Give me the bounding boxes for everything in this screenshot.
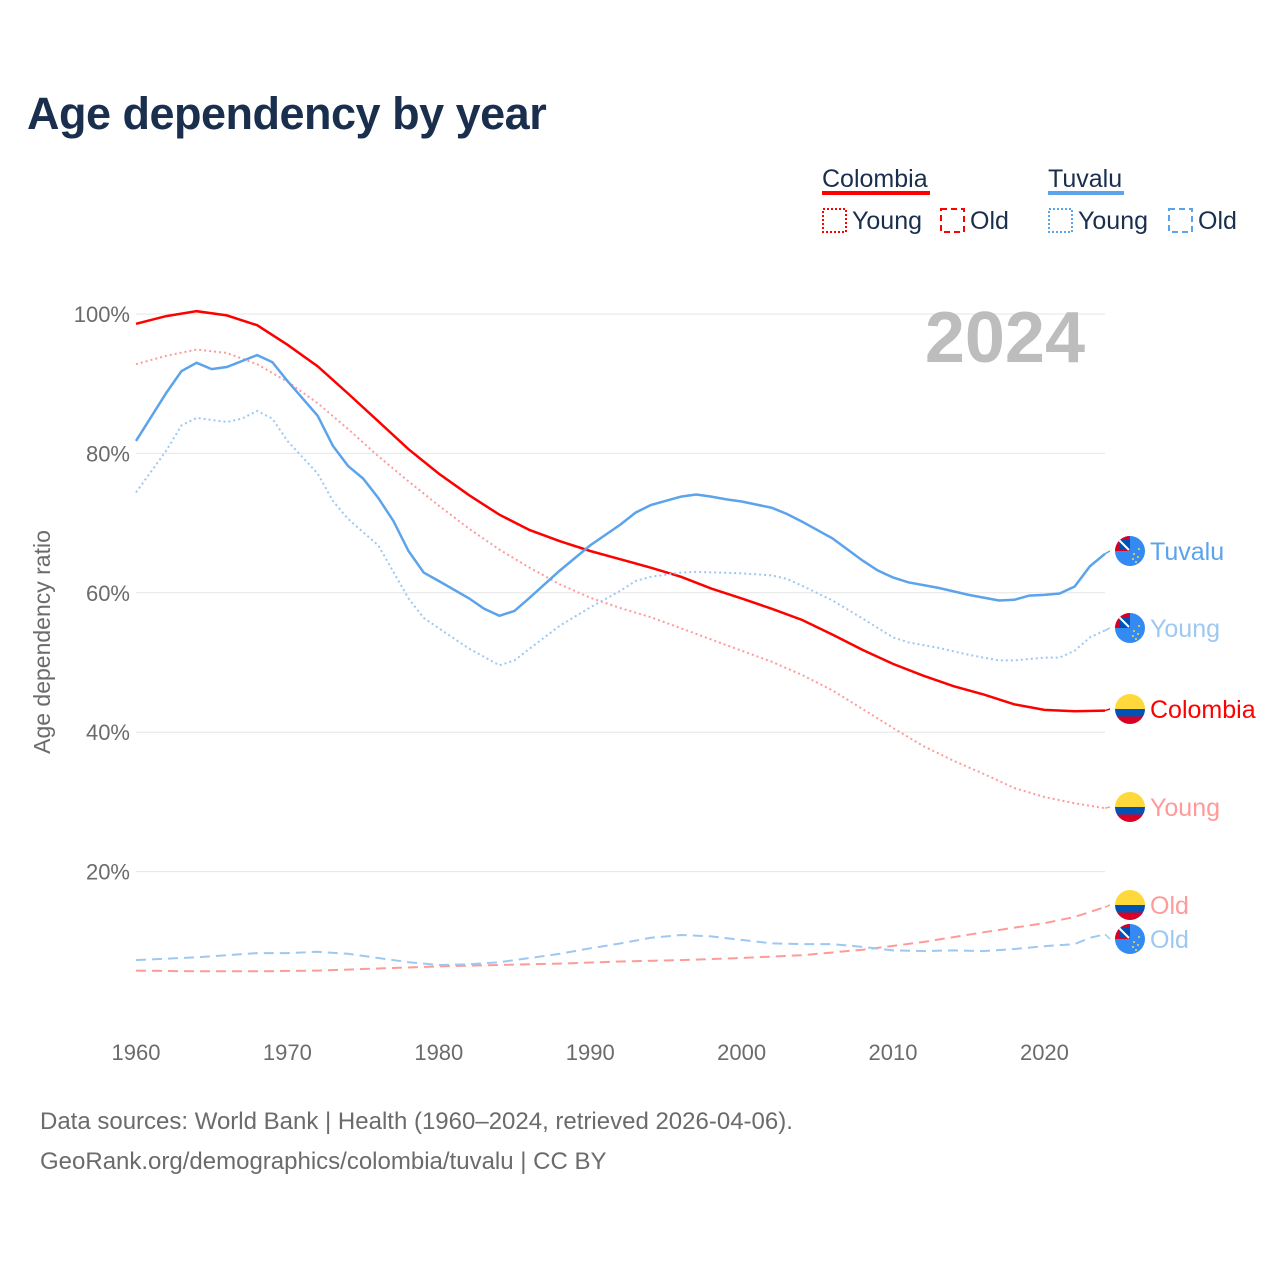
y-tick-label: 100% (74, 302, 130, 327)
legend-young-swatch (1048, 208, 1073, 233)
end-label: Old (1150, 892, 1189, 920)
series-line-tuvalu (134, 353, 1106, 618)
label-connector (1104, 933, 1111, 940)
chart-title: Age dependency by year (27, 88, 547, 139)
tuvalu-flag-icon (1115, 536, 1145, 566)
tuvalu-flag-icon (1115, 924, 1145, 954)
x-tick-label: 1970 (263, 1040, 312, 1065)
label-connector (1104, 627, 1111, 632)
series-line-colombia-old (135, 906, 1106, 973)
colombia-flag-icon (1115, 792, 1145, 822)
footer-link[interactable]: GeoRank.org/demographics/colombia/tuvalu… (40, 1148, 607, 1175)
legend-country: Tuvalu (1048, 165, 1122, 193)
y-axis-ticks: 20% 40% 60% 80% 100% (74, 302, 130, 885)
legend-swatch (822, 191, 930, 195)
x-tick-label: 1960 (112, 1040, 161, 1065)
legend-swatch (1048, 191, 1124, 195)
footer-source: Data sources: World Bank | Health (1960–… (40, 1108, 793, 1135)
series-line-colombia-young (135, 348, 1106, 810)
legend-item: Old (970, 207, 1009, 235)
x-tick-label: 2010 (869, 1040, 918, 1065)
legend-old-swatch (1168, 208, 1193, 233)
series-lines (134, 309, 1106, 973)
x-axis-ticks: 1960 1970 1980 1990 2000 2010 2020 (112, 1040, 1069, 1065)
x-tick-label: 1990 (566, 1040, 615, 1065)
y-axis-label: Age dependency ratio (29, 530, 55, 754)
end-labels: Colombia Young Old Tuvalu Young Old (1104, 536, 1256, 954)
label-connector (1104, 708, 1111, 712)
year-watermark: 2024 (925, 298, 1085, 378)
x-tick-label: 1980 (414, 1040, 463, 1065)
end-label: Young (1150, 794, 1220, 822)
label-connector (1104, 806, 1111, 809)
colombia-flag-icon (1115, 890, 1145, 920)
legend-young-swatch (822, 208, 847, 233)
end-label: Old (1150, 926, 1189, 954)
legend-item: Old (1198, 207, 1237, 235)
series-line-tuvalu-old (135, 933, 1106, 967)
end-label: Colombia (1150, 696, 1256, 724)
y-tick-label: 60% (86, 581, 130, 606)
end-label: Tuvalu (1150, 538, 1224, 566)
series-line-colombia (135, 309, 1106, 713)
end-label: Young (1150, 615, 1220, 643)
y-tick-label: 80% (86, 441, 130, 466)
legend: Colombia Young Old Tuvalu Young Old (822, 165, 1237, 235)
gridlines (136, 313, 1105, 873)
legend-item: Young (852, 207, 922, 235)
series-line-tuvalu-young (135, 409, 1106, 667)
tuvalu-flag-icon (1115, 613, 1145, 643)
label-connector (1104, 550, 1111, 555)
legend-old-swatch (940, 208, 965, 233)
x-tick-label: 2020 (1020, 1040, 1069, 1065)
colombia-flag-icon (1115, 694, 1145, 724)
y-tick-label: 40% (86, 720, 130, 745)
x-tick-label: 2000 (717, 1040, 766, 1065)
legend-country: Colombia (822, 165, 928, 193)
label-connector (1104, 904, 1111, 908)
y-tick-label: 20% (86, 860, 130, 885)
legend-item: Young (1078, 207, 1148, 235)
